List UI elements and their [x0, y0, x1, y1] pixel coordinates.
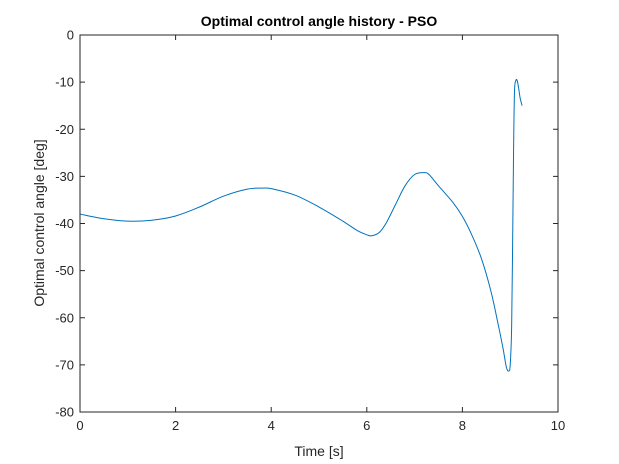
x-tick-label-2: 4: [268, 418, 275, 433]
y-tick-label-8: -80: [55, 405, 74, 420]
series-line: [79, 78, 523, 372]
y-tick-label-5: -50: [55, 263, 74, 278]
x-tick-label-5: 10: [551, 418, 565, 433]
x-axis-label: Time [s]: [294, 443, 343, 459]
y-tick-label-7: -70: [55, 357, 74, 372]
x-tick-label-1: 2: [172, 418, 179, 433]
y-tick-label-4: -40: [55, 216, 74, 231]
axes-box: [79, 34, 559, 413]
x-tick-label-4: 8: [459, 418, 466, 433]
y-tick-label-2: -20: [55, 122, 74, 137]
y-tick-label-0: 0: [67, 28, 74, 43]
y-tick-label-6: -60: [55, 310, 74, 325]
x-tick-label-3: 6: [363, 418, 370, 433]
x-tick-label-0: 0: [76, 418, 83, 433]
y-axis-ticks: 0 -10 -20 -30 -40 -50 -60 -70 -80: [55, 28, 558, 420]
y-tick-label-3: -30: [55, 169, 74, 184]
plot-area: [80, 35, 558, 412]
y-axis-label: Optimal control angle [deg]: [31, 139, 47, 306]
y-tick-label-1: -10: [55, 75, 74, 90]
chart-title: Optimal control angle history - PSO: [201, 13, 438, 29]
